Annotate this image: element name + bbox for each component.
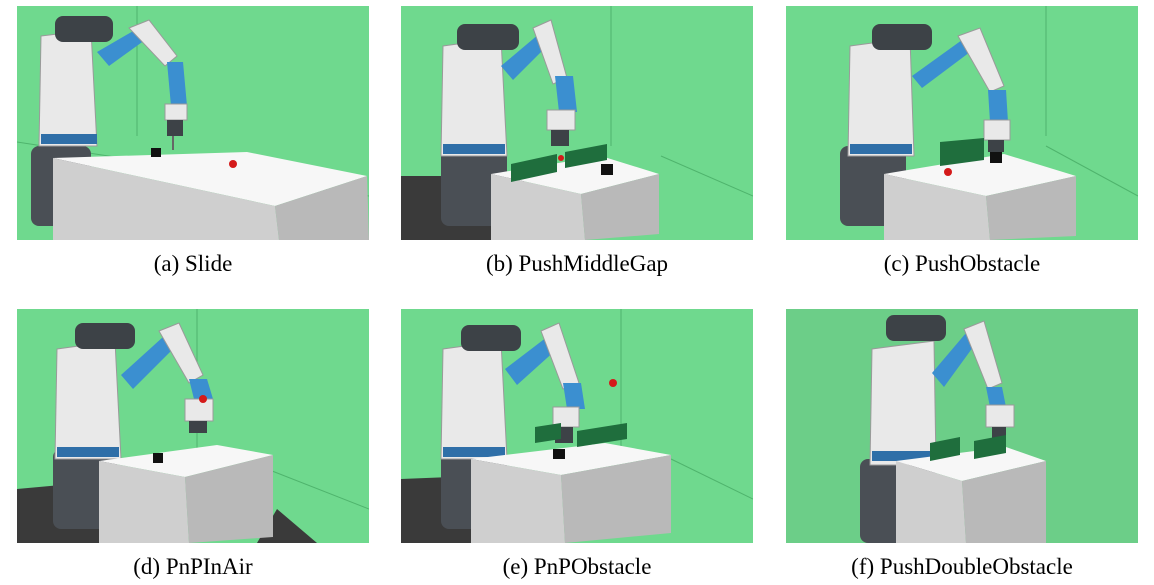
scene-pnp-obstacle-image (401, 309, 753, 543)
scene-push-double-obstacle-image (786, 309, 1138, 543)
caption-d: (d) PnPInAir (133, 554, 253, 579)
caption-e: (e) PnPObstacle (502, 554, 652, 579)
panel-b: (b) PushMiddleGap (401, 6, 753, 276)
caption-b: (b) PushMiddleGap (485, 251, 669, 276)
panel-d: (d) PnPInAir (17, 309, 369, 579)
panel-e: (e) PnPObstacle (401, 309, 753, 579)
scene-slide-image (17, 6, 369, 240)
scene-pnp-in-air-image (17, 309, 369, 543)
caption-f: (f) PushDoubleObstacle (851, 554, 1073, 579)
panel-f: (f) PushDoubleObstacle (786, 309, 1138, 579)
caption-c: (c) PushObstacle (883, 251, 1041, 276)
caption-a: (a) Slide (153, 251, 233, 276)
panel-a: (a) Slide (17, 6, 369, 276)
scene-push-obstacle-image (786, 6, 1138, 240)
scene-push-middle-gap-image (401, 6, 753, 240)
panel-c: (c) PushObstacle (786, 6, 1138, 276)
